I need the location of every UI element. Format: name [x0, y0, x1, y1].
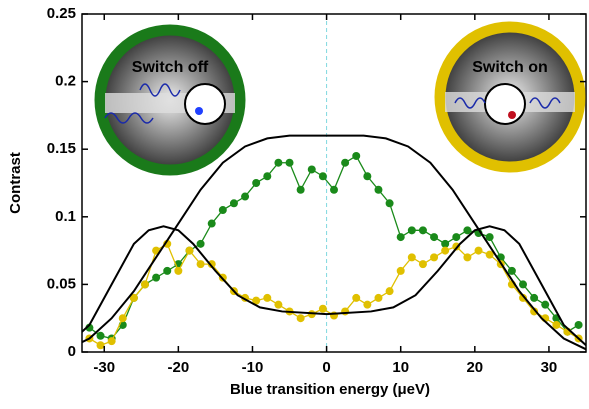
data-point	[363, 172, 372, 181]
x-tick-label: 0	[322, 359, 330, 376]
data-point	[352, 293, 361, 302]
inset-label: Switch on	[472, 59, 548, 76]
data-point	[463, 253, 472, 262]
plot-area	[82, 14, 586, 352]
data-point	[396, 233, 405, 242]
x-tick-label: 10	[392, 359, 409, 376]
data-point	[207, 219, 216, 228]
data-point	[552, 320, 561, 329]
data-point	[296, 314, 305, 323]
data-point	[252, 296, 261, 305]
x-tick-label: 20	[466, 359, 483, 376]
data-point	[407, 253, 416, 262]
data-point	[129, 293, 138, 302]
data-point	[218, 206, 227, 215]
data-point	[352, 151, 361, 160]
data-point	[274, 158, 283, 167]
data-point	[318, 172, 327, 181]
data-point	[463, 226, 472, 235]
data-point	[530, 307, 539, 316]
data-point	[396, 266, 405, 275]
data-point	[530, 293, 539, 302]
data-point	[318, 304, 327, 313]
data-point	[152, 273, 161, 282]
data-point	[207, 260, 216, 269]
data-point	[285, 158, 294, 167]
data-line	[89, 242, 579, 346]
data-point	[519, 293, 527, 302]
data-point	[185, 246, 194, 255]
data-point	[330, 185, 338, 194]
inset-left	[94, 24, 246, 176]
theory-curve	[82, 134, 586, 351]
data-point	[441, 239, 450, 248]
data-point	[229, 199, 238, 208]
data-point	[341, 158, 350, 167]
inset-label: Switch off	[132, 59, 209, 76]
x-axis-label: Blue transition energy (μeV)	[230, 381, 430, 398]
data-point	[485, 233, 494, 242]
data-point	[252, 179, 261, 187]
data-point	[96, 331, 105, 340]
x-tick-label: 30	[541, 359, 558, 376]
inset-right	[434, 21, 586, 173]
y-tick-label: 0.15	[47, 140, 76, 157]
y-tick-label: 0	[68, 343, 76, 360]
data-point	[174, 266, 183, 275]
data-point	[118, 314, 127, 323]
y-tick-label: 0.05	[47, 275, 76, 292]
data-point	[296, 185, 305, 194]
data-point	[341, 307, 350, 316]
data-point	[485, 250, 494, 259]
data-point	[430, 233, 439, 242]
data-point	[452, 233, 461, 242]
x-tick-label: -10	[242, 359, 264, 376]
y-axis-label: Contrast	[7, 152, 24, 214]
data-point	[307, 165, 316, 174]
data-point	[274, 300, 283, 309]
data-point	[141, 280, 149, 289]
data-point	[418, 260, 427, 269]
data-point	[430, 253, 439, 262]
plot-frame	[81, 13, 587, 353]
x-tick-label: -20	[168, 359, 190, 376]
data-point	[407, 226, 416, 235]
theory-curve	[82, 225, 586, 346]
y-tick-label: 0.25	[47, 5, 76, 22]
y-tick-label: 0.1	[55, 208, 76, 225]
data-point	[385, 199, 394, 208]
y-tick-label: 0.2	[55, 73, 76, 90]
data-point	[263, 293, 272, 302]
data-point	[363, 300, 372, 309]
data-point	[574, 320, 583, 329]
data-point	[196, 239, 205, 248]
data-point	[263, 172, 272, 181]
data-point	[385, 287, 394, 296]
data-point	[418, 226, 427, 235]
data-point	[507, 266, 516, 275]
data-point	[441, 246, 450, 255]
data-point	[107, 337, 116, 346]
data-point	[96, 341, 105, 350]
data-point	[196, 260, 205, 269]
data-point	[241, 192, 250, 201]
data-point	[474, 246, 483, 255]
x-tick-label: -30	[93, 359, 115, 376]
data-point	[374, 293, 383, 302]
data-point	[519, 280, 527, 289]
data-point	[163, 266, 172, 275]
data-point	[374, 185, 383, 194]
data-point	[541, 300, 550, 309]
